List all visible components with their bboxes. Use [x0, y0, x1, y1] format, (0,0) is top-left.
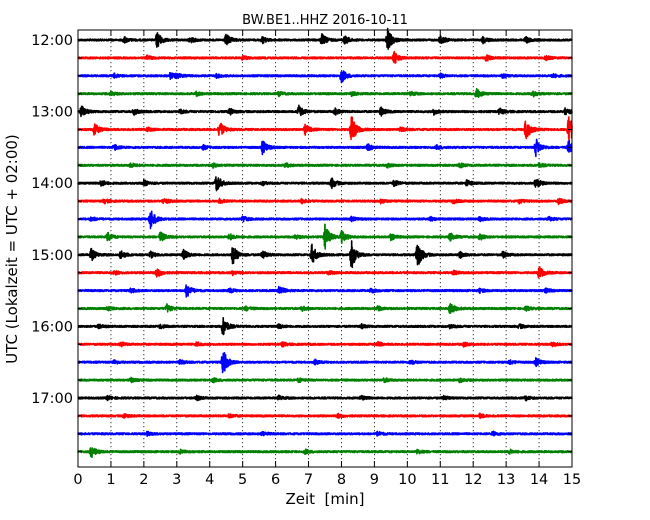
y-tick-label: 16:00 [31, 319, 73, 335]
x-tick-label: 6 [271, 472, 280, 488]
grid-lines [110, 30, 540, 467]
x-tick-label: 4 [205, 472, 214, 488]
y-tick-label: 17:00 [31, 391, 73, 407]
y-tick-label: 14:00 [31, 176, 73, 192]
plot-frame [77, 29, 573, 468]
x-tick-label: 3 [172, 472, 181, 488]
x-tick-label: 12 [464, 472, 482, 488]
trace-1300 [77, 104, 573, 118]
x-tick-labels: 0 1 2 3 4 5 6 7 8 9 10 11 12 13 14 15 [73, 472, 581, 488]
trace-1700 [77, 394, 573, 402]
trace-1245 [77, 87, 573, 98]
trace-1530 [77, 284, 573, 298]
chart-title: BW.BE1..HHZ 2016-10-11 [242, 13, 408, 28]
x-tick-label: 2 [139, 472, 148, 488]
y-tick-label: 13:00 [31, 105, 73, 121]
x-tick-label: 10 [398, 472, 416, 488]
trace-1615 [77, 340, 573, 348]
trace-1730 [77, 430, 573, 437]
y-axis-title: UTC (Lokalzeit = UTC + 02:00) [3, 134, 21, 364]
trace-1545 [77, 303, 573, 314]
x-tick-label: 5 [238, 472, 247, 488]
trace-1215 [77, 50, 573, 64]
trace-1345 [77, 162, 573, 169]
trace-1230 [77, 70, 573, 84]
x-tick-label: 8 [337, 472, 346, 488]
x-tick-label: 13 [497, 472, 515, 488]
trace-1200 [77, 27, 573, 50]
y-tick-label: 12:00 [31, 33, 73, 49]
y-tick-labels: 12:00 13:00 14:00 15:00 16:00 17:00 [31, 33, 73, 407]
trace-1715 [77, 412, 573, 420]
trace-1515 [77, 266, 573, 279]
traces [77, 27, 573, 459]
trace-1645 [77, 376, 573, 384]
x-tick-label: 0 [73, 472, 82, 488]
x-tick-label: 14 [530, 472, 548, 488]
trace-1330 [77, 138, 573, 158]
trace-1745 [77, 447, 573, 459]
trace-1445 [77, 223, 573, 250]
axis-ticks [77, 30, 573, 467]
trace-1430 [77, 210, 573, 230]
trace-1400 [77, 176, 573, 192]
trace-1315 [77, 116, 573, 143]
trace-1415 [77, 197, 573, 206]
trace-1500 [77, 240, 573, 269]
x-tick-label: 15 [563, 472, 581, 488]
x-tick-label: 7 [304, 472, 313, 488]
trace-1630 [77, 351, 573, 374]
x-tick-label: 11 [431, 472, 449, 488]
x-axis-title: Zeit [min] [285, 490, 364, 508]
trace-1600 [77, 316, 573, 336]
y-tick-label: 15:00 [31, 248, 73, 264]
x-tick-label: 1 [106, 472, 115, 488]
x-tick-label: 9 [370, 472, 379, 488]
